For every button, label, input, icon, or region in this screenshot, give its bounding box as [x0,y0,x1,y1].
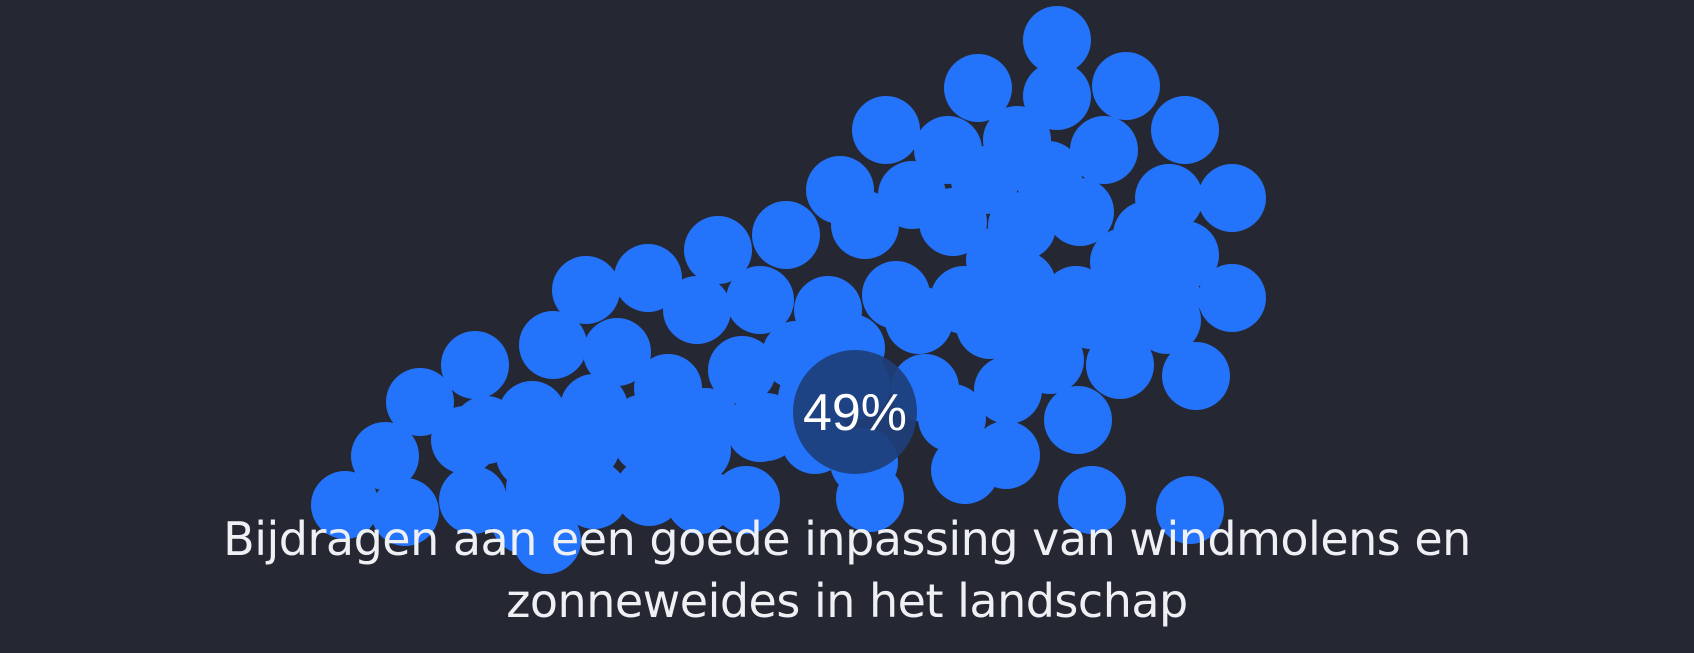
caption-line-1: Bijdragen aan een goede inpassing van wi… [223,512,1471,566]
bubble [684,216,752,284]
bubble [1058,466,1126,534]
bubble [371,478,439,546]
bubble [386,368,454,436]
chart-caption: Bijdragen aan een goede inpassing van wi… [0,508,1694,632]
bubble [1133,286,1201,354]
caption-line-2: zonneweides in het landschap [506,574,1188,628]
bubble [1046,178,1114,246]
bubble [663,276,731,344]
bubble [519,311,587,379]
bubble [1086,331,1154,399]
bubble [439,466,507,534]
bubble [560,461,628,529]
bubble [441,331,509,399]
bubble [931,436,999,504]
bubble [1156,476,1224,544]
bubble [1044,386,1112,454]
bubble [852,96,920,164]
bubble [1057,281,1125,349]
highlight-circle [793,350,917,474]
bubble [996,326,1064,394]
bubble [1070,116,1138,184]
bubble [726,394,794,462]
bubble [944,54,1012,122]
bubble [966,226,1034,294]
bubble [1092,52,1160,120]
bubble [708,336,776,404]
bubble [552,256,620,324]
bubble [831,191,899,259]
bubble [351,422,419,490]
bubble [1162,342,1230,410]
bubble [583,318,651,386]
bubble [1198,164,1266,232]
bubble [1151,96,1219,164]
bubble [311,471,379,539]
bubble [614,244,682,312]
bubble [1023,62,1091,130]
bubble [663,416,731,484]
bubble [919,188,987,256]
bubble [615,458,683,526]
bubble [752,201,820,269]
bubble [513,506,581,574]
bubble [712,466,780,534]
bubble [836,464,904,532]
bubble [1198,264,1266,332]
bubble [431,406,499,474]
bubble [1023,6,1091,74]
bubble [918,384,986,452]
bubble [726,266,794,334]
bubble-layer [311,6,1266,574]
percentage-label: 49% [803,384,907,442]
bubble [885,286,953,354]
